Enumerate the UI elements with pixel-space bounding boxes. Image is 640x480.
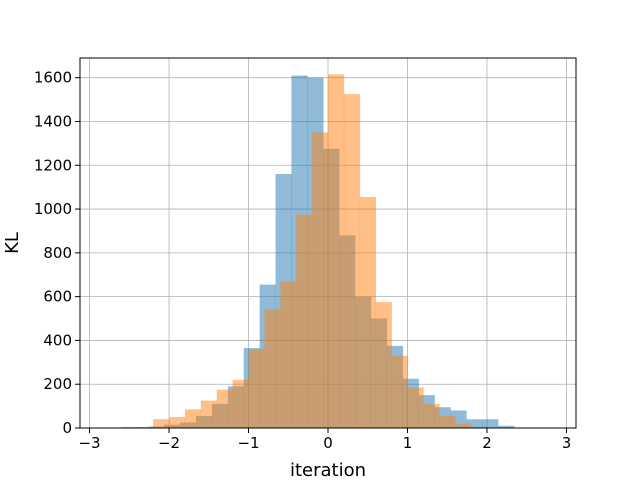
y-tick-label: 400 [43, 331, 72, 349]
histogram-bar-series-2 [471, 426, 488, 428]
histogram-bar-series-2 [264, 309, 281, 428]
histogram-bar-series-2 [391, 355, 408, 428]
y-tick-label: 200 [43, 375, 72, 393]
histogram-bar-series-2 [312, 132, 329, 428]
histogram-bar-series-2 [280, 281, 297, 428]
x-tick-label: −3 [78, 434, 100, 452]
histogram-bar-series-2 [169, 417, 186, 428]
histogram-bar-series-2 [455, 423, 472, 428]
y-tick-label: 800 [43, 244, 72, 262]
y-axis-label: KL [2, 232, 23, 254]
histogram-bars [121, 74, 515, 429]
histogram-bar-series-2 [137, 426, 154, 428]
histogram-bar-series-2 [216, 389, 233, 428]
histogram-bar-series-2 [343, 94, 361, 428]
x-tick-label: −2 [158, 434, 180, 452]
y-tick-label: 1000 [34, 200, 72, 218]
histogram-bar-series-2 [121, 426, 138, 428]
histogram-bar-series-2 [423, 403, 440, 428]
histogram-bar-series-2 [232, 379, 249, 428]
y-tick-label: 1400 [34, 112, 72, 130]
x-tick-label: 2 [482, 434, 492, 452]
histogram-bar-series-2 [153, 419, 170, 428]
histogram-bar-series-2 [296, 214, 313, 428]
histogram-bar-series-2 [407, 387, 424, 428]
y-tick-label: 1200 [34, 156, 72, 174]
y-tick-label: 1600 [34, 69, 72, 87]
histogram-bar-series-2 [184, 409, 202, 428]
histogram-bar-series-2 [375, 302, 392, 428]
x-tick-label: 3 [562, 434, 572, 452]
x-tick-label: 1 [403, 434, 413, 452]
histogram-bar-series-2 [439, 415, 456, 428]
x-tick-label: 0 [323, 434, 333, 452]
histogram-bar-series-2 [248, 349, 265, 428]
histogram-bar-series-1 [482, 419, 499, 428]
axis-ticks: −3 −2 −1 0 1 2 3 0 200 400 600 800 1000 1200 1400 1600 [34, 69, 571, 452]
x-axis-label: iteration [290, 460, 366, 480]
histogram-bar-series-2 [359, 197, 376, 428]
histogram-bar-series-2 [200, 400, 218, 428]
histogram-bar-series-2 [328, 74, 345, 429]
y-tick-label: 0 [62, 419, 72, 437]
histogram-bar-series-1 [466, 419, 483, 428]
x-tick-label: −1 [237, 434, 259, 452]
histogram-bar-series-1 [498, 425, 515, 428]
y-tick-label: 600 [43, 288, 72, 306]
